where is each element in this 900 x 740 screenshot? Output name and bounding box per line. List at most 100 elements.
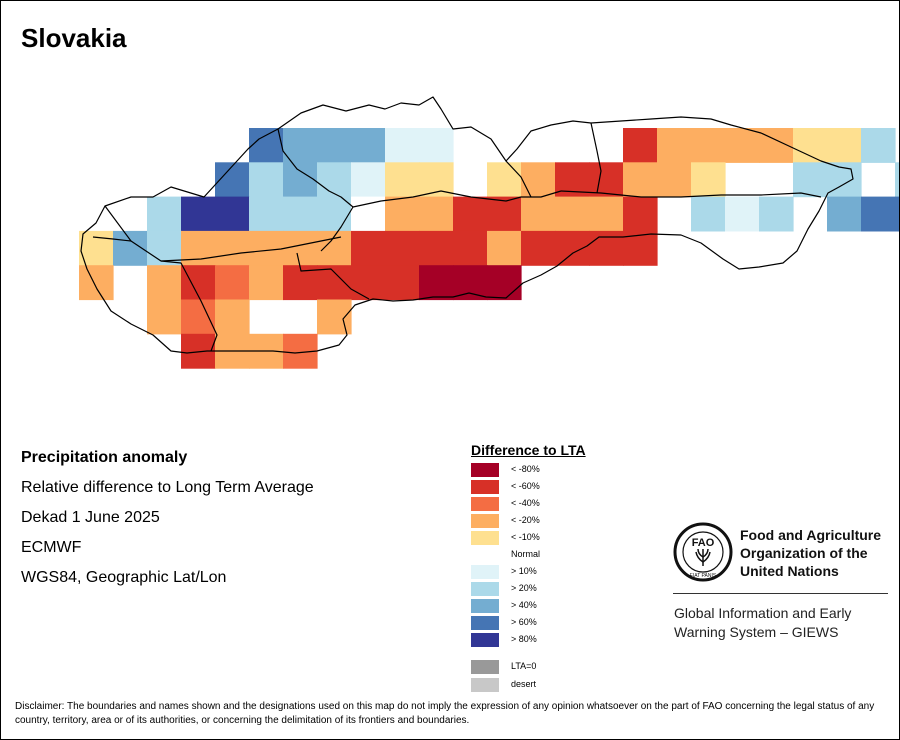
grid-cell [283,128,318,163]
grid-cell [147,299,182,335]
grid-cell [385,265,420,301]
country-border [80,96,854,354]
grid-cell [79,230,114,266]
grid-cell [419,196,454,232]
legend-label: LTA=0 [511,661,537,671]
legend-label: > 20% [511,583,537,593]
giews-line: Global Information and Early [674,605,852,621]
grid-cell [283,230,318,266]
legend-title: Difference to LTA [471,442,586,458]
grid-cell [827,128,862,163]
grid-cell [215,230,250,266]
legend-swatch [471,616,499,630]
grid-cell [487,162,522,198]
grid-cell [385,128,420,163]
grid-cell [793,128,828,163]
legend-swatch [471,514,499,528]
legend-swatch [471,633,499,647]
grid-cell [351,230,386,266]
grid-cell [215,265,250,301]
grid-cell [249,196,284,232]
grid-cell [691,162,726,198]
grid-cell [351,196,386,232]
legend-swatch [471,463,499,477]
grid-cell [725,196,760,232]
legend-label: < -10% [511,532,540,542]
legend-label: > 60% [511,617,537,627]
legend-label: > 40% [511,600,537,610]
grid-cell [453,196,488,232]
grid-cell [283,265,318,301]
fao-name-line: United Nations [740,563,839,579]
grid-cell [487,265,522,301]
fao-logo-text: FAO [692,537,715,549]
grid-cell [385,162,420,198]
fao-name-line: Food and Agriculture [740,527,882,543]
grid-cell [895,196,899,232]
grid-cell [249,230,284,266]
region-border [160,236,342,262]
grid-cell [725,128,760,163]
grid-cell [181,265,216,301]
info-source: ECMWF [21,539,82,556]
grid-cell [317,299,352,335]
grid-cell [453,265,488,301]
region-border [560,190,822,198]
region-border [92,236,132,242]
anomaly-grid [79,128,899,369]
grid-cell [419,128,454,163]
grid-cell [521,162,556,198]
grid-cell [453,230,488,266]
grid-cell [555,196,590,232]
grid-cell [419,265,454,301]
grid-cell [385,196,420,232]
grid-cell [181,196,216,232]
grid-cell [317,162,352,198]
grid-cell [589,230,624,266]
grid-cell [487,230,522,266]
grid-cell [317,128,352,163]
grid-cell [385,230,420,266]
grid-cell [861,196,896,232]
grid-cell [215,162,250,198]
grid-cell [793,162,828,198]
grid-cell [147,265,182,301]
legend-swatch [471,565,499,579]
legend-swatch [471,497,499,511]
region-border [590,122,602,194]
grid-cell [181,230,216,266]
info-projection: WGS84, Geographic Lat/Lon [21,569,227,586]
grid-cell [249,162,284,198]
info-description: Relative difference to Long Term Average [21,479,314,496]
grid-cell [487,196,522,232]
region-border [277,128,354,252]
grid-cell [521,230,556,266]
legend-label: > 80% [511,634,537,644]
grid-cell [895,162,899,198]
fao-motto: FIAT PANIS [690,573,717,579]
legend-swatch [471,660,499,674]
grid-cell [691,196,726,232]
legend-label: < -20% [511,515,540,525]
grid-cell [351,162,386,198]
legend-swatch [471,480,499,494]
grid-cell [215,299,250,335]
grid-cell [623,162,658,198]
disclaimer: Disclaimer: The boundaries and names sho… [15,701,875,726]
grid-cell [283,196,318,232]
legend-swatch [471,531,499,545]
info-period: Dekad 1 June 2025 [21,509,160,526]
grid-cell [215,196,250,232]
giews-line: Warning System – GIEWS [674,624,839,640]
legend-swatch [471,548,499,562]
region-border [296,252,370,300]
grid-cell [589,162,624,198]
legend-label: < -40% [511,498,540,508]
grid-cell [589,196,624,232]
grid-cell [521,196,556,232]
info-heading: Precipitation anomaly [21,449,188,466]
divider [673,593,888,594]
fao-name-line: Organization of the [740,545,868,561]
legend-label: Normal [511,549,541,559]
